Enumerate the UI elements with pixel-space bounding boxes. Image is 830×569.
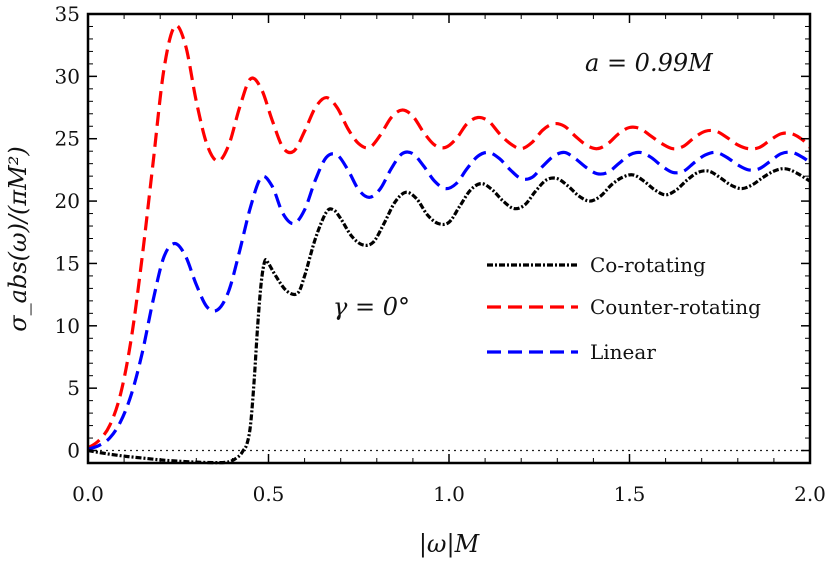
y-tick-label: 25 <box>55 127 80 151</box>
y-tick-label: 0 <box>67 439 80 463</box>
y-axis-label: σ_abs(ω)/(πM²) <box>4 146 32 331</box>
legend-label-counter-rotating: Counter-rotating <box>590 295 761 319</box>
series-line-linear <box>87 150 811 451</box>
ticks-layer: 0.0 0.5 1.0 1.5 2.0 0 5 10 15 20 25 30 35 <box>55 2 826 506</box>
x-tick-label: 0.0 <box>72 482 104 506</box>
y-tick-label: 10 <box>55 314 80 338</box>
y-tick-label: 15 <box>55 251 80 275</box>
series-line-co-rotating <box>87 167 811 465</box>
x-tick-label: 1.5 <box>614 482 646 506</box>
angle-annotation: γ = 0° <box>333 293 410 321</box>
y-tick-label: 30 <box>55 64 80 88</box>
y-tick-label: 20 <box>55 189 80 213</box>
legend: Co-rotating Counter-rotating Linear <box>487 253 761 364</box>
series-layer <box>87 23 812 465</box>
legend-label-co-rotating: Co-rotating <box>590 253 706 277</box>
spin-annotation: a = 0.99M <box>585 49 714 77</box>
y-tick-label: 35 <box>55 2 80 26</box>
x-tick-label: 2.0 <box>794 482 826 506</box>
y-tick-label: 5 <box>67 376 80 400</box>
series-line-counter-rotating <box>87 23 812 450</box>
plot-background <box>88 14 810 463</box>
x-axis-label: |ω|M <box>419 530 481 559</box>
x-tick-label: 0.5 <box>253 482 285 506</box>
legend-label-linear: Linear <box>590 340 656 364</box>
x-tick-label: 1.0 <box>433 482 465 506</box>
